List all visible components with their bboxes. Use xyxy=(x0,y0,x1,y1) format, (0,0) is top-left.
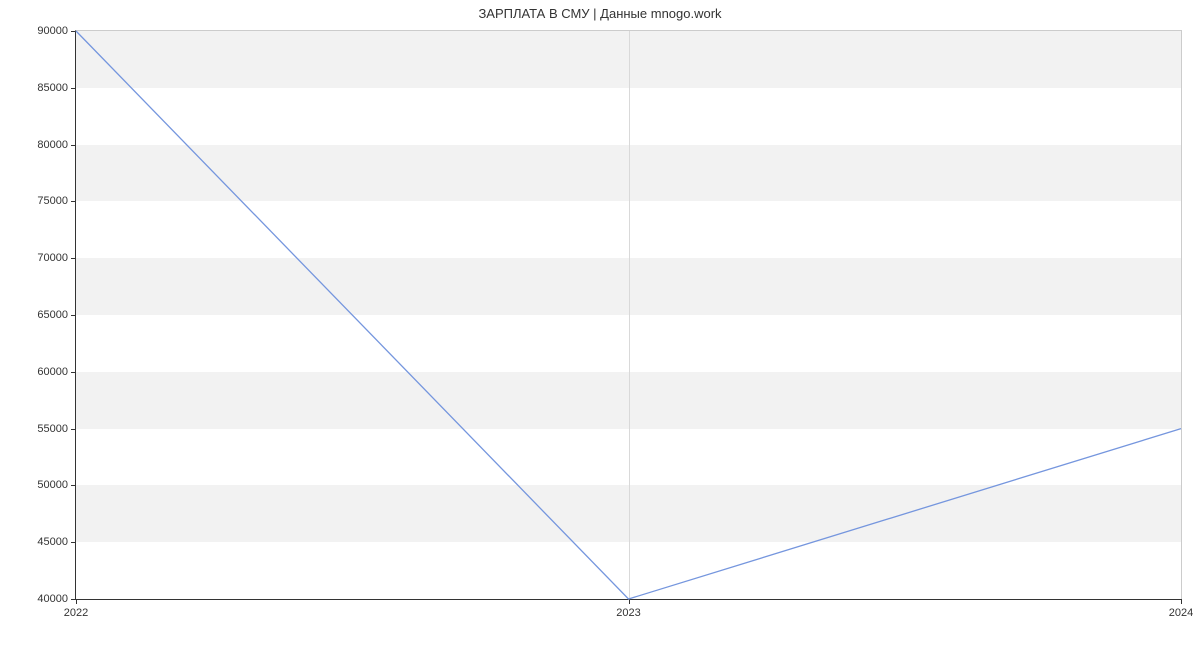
y-tick-label: 90000 xyxy=(37,25,68,37)
y-tick-label: 60000 xyxy=(37,366,68,378)
line-layer xyxy=(76,31,1181,599)
y-tick-label: 75000 xyxy=(37,195,68,207)
salary-chart: ЗАРПЛАТА В СМУ | Данные mnogo.work 40000… xyxy=(0,0,1200,650)
x-tick-label: 2022 xyxy=(64,607,88,619)
x-tick-mark xyxy=(76,599,77,604)
x-tick-mark xyxy=(629,599,630,604)
data-line xyxy=(76,31,1181,599)
x-tick-mark xyxy=(1181,599,1182,604)
y-tick-label: 85000 xyxy=(37,82,68,94)
chart-title: ЗАРПЛАТА В СМУ | Данные mnogo.work xyxy=(0,6,1200,21)
y-tick-label: 65000 xyxy=(37,309,68,321)
y-tick-label: 40000 xyxy=(37,593,68,605)
x-tick-label: 2023 xyxy=(616,607,640,619)
y-tick-label: 50000 xyxy=(37,479,68,491)
y-tick-label: 80000 xyxy=(37,139,68,151)
y-tick-label: 45000 xyxy=(37,536,68,548)
y-tick-label: 55000 xyxy=(37,423,68,435)
plot-area: 4000045000500005500060000650007000075000… xyxy=(75,30,1182,600)
y-tick-label: 70000 xyxy=(37,252,68,264)
x-tick-label: 2024 xyxy=(1169,607,1193,619)
